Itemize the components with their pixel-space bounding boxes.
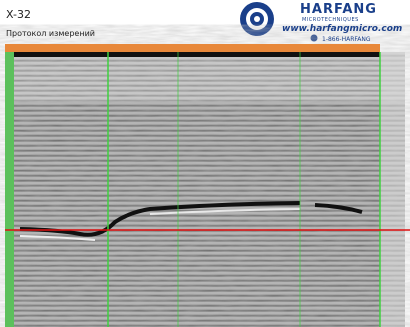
distance-ruler: [5, 44, 380, 52]
logo-website[interactable]: www.harfangmicro.com: [282, 24, 402, 34]
logo-eye: [254, 16, 260, 22]
title: X-32: [6, 8, 31, 21]
scan-top: [5, 52, 405, 102]
page: X-32 Протокол измерений HARFANG MICROTEC…: [0, 0, 410, 327]
logo-phone: 1-866-HARFANG: [322, 36, 371, 43]
scan-edge: [380, 52, 405, 327]
subtitle: Протокол измерений: [6, 29, 95, 38]
logo-brand: HARFANG: [300, 2, 377, 17]
depth-axis: [5, 52, 14, 327]
radargram: [0, 0, 410, 327]
phone-icon: [311, 35, 318, 42]
ruler-shadow: [5, 52, 380, 57]
logo-tagline: MICROTECHNIQUES: [302, 17, 359, 23]
